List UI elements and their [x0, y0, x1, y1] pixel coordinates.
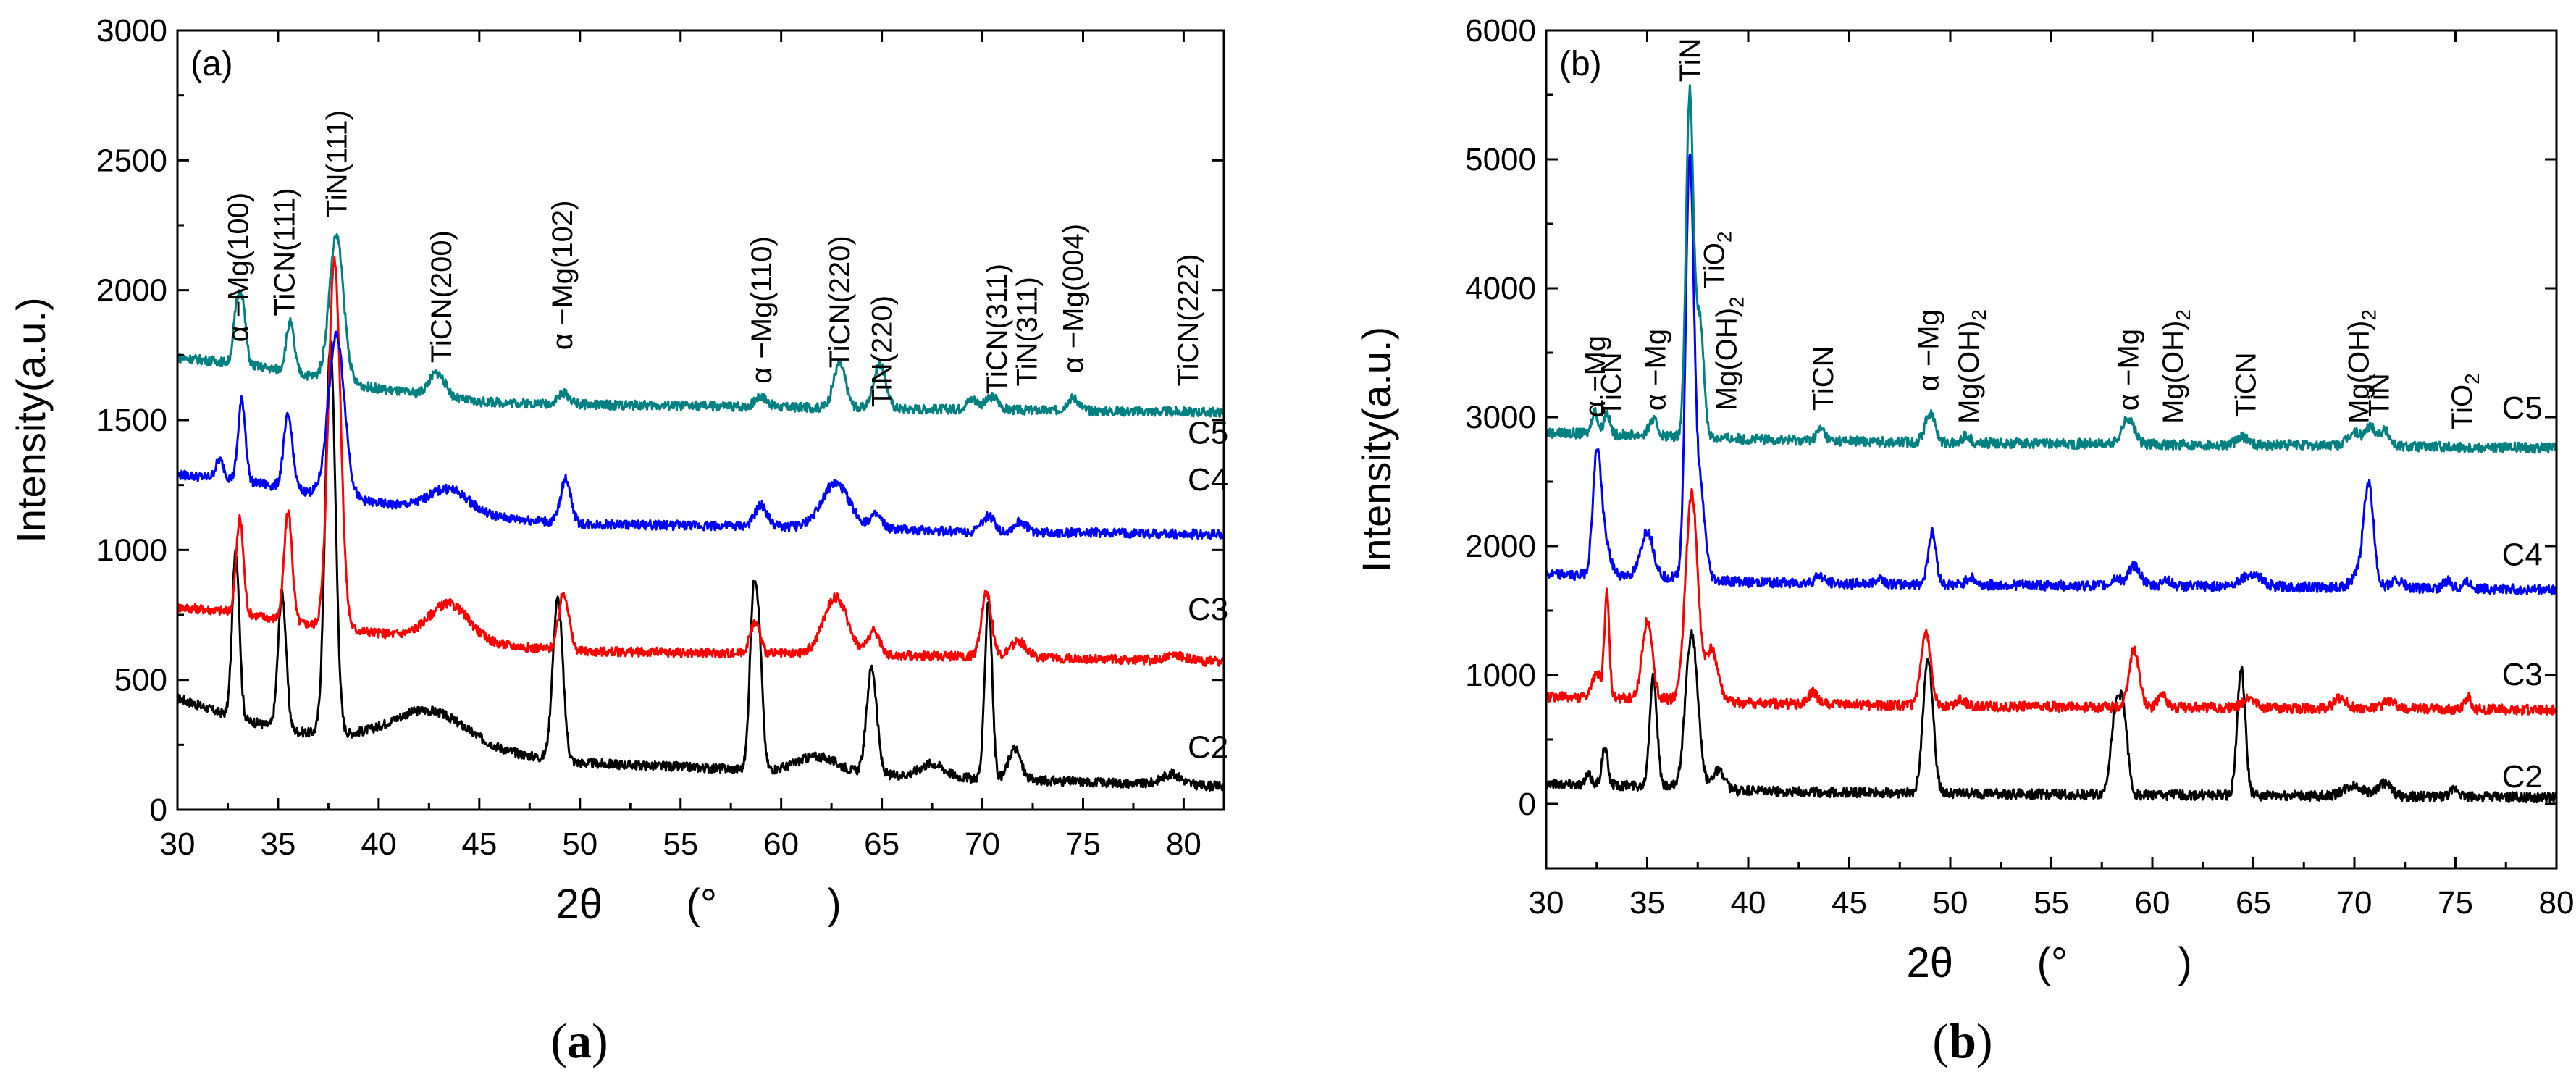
x-axis-unit-close-b: ): [2178, 939, 2192, 986]
y-tick-label-5000: 5000: [1465, 142, 1536, 177]
x-tick-label-50: 50: [1933, 885, 1968, 921]
peak-annotation-b-8: Mg(OH)2: [1953, 309, 1990, 424]
series-line-c5: [1546, 84, 2556, 454]
series-line-c3: [1546, 487, 2556, 716]
peak-annotation-b-11: TiCN: [2230, 352, 2262, 417]
series-line-c2: [1546, 629, 2556, 804]
y-tick-label-2000: 2000: [96, 273, 167, 309]
panel-b-chart: C2 C3 C4 C5 30 35 40 45 50 55 60 65 70 75 80 0 1000 2000 3…: [1354, 13, 2574, 986]
peak-annotation-b-2: α −Mg: [1640, 329, 1672, 411]
caption-b: (b): [1932, 1013, 1992, 1068]
panel-label-b: (b): [1559, 45, 1602, 83]
y-tick-label-2500: 2500: [96, 143, 167, 178]
x-tick-label-30: 30: [1529, 885, 1564, 921]
peak-annotation-b-5: Mg(OH)2: [1711, 296, 1748, 411]
x-tick-label-75: 75: [1065, 826, 1101, 862]
peak-annotation-b-4: TiO2: [1699, 231, 1736, 288]
y-tick-label-0: 0: [150, 792, 167, 828]
x-tick-label-30: 30: [160, 826, 196, 862]
series-label-c3: C3: [1188, 592, 1228, 627]
peak-annotation-b-6: TiCN: [1808, 345, 1839, 411]
x-tick-label-45: 45: [461, 826, 497, 862]
x-tick-label-45: 45: [1832, 885, 1867, 921]
plot-area-a: [177, 232, 1224, 792]
peak-annotation-b-1: TiCN: [1595, 352, 1627, 417]
peak-annotation-b-9: α −Mg: [2113, 329, 2145, 411]
series-line-c5: [177, 232, 1224, 418]
series-line-c3: [177, 256, 1224, 667]
caption-a: (a): [550, 1013, 608, 1068]
x-tick-label-80: 80: [1166, 826, 1201, 862]
series-label-c5: C5: [2502, 390, 2543, 426]
x-axis-unit-b: (°: [2037, 939, 2068, 986]
peak-annotation-b-0: α −Mg: [1579, 335, 1611, 417]
y-tick-label-2000: 2000: [1465, 529, 1536, 564]
x-axis-label-b: 2θ: [1907, 939, 1954, 986]
series-label-c2: C2: [1188, 729, 1228, 765]
x-tick-label-80: 80: [2539, 885, 2575, 921]
peak-annotation-b-12: Mg(OH)2: [2344, 309, 2380, 424]
x-axis-unit-close-a: ): [828, 881, 842, 928]
peak-annotation-b-10: Mg(OH)2: [2157, 309, 2194, 424]
peak-annotation-b-13: TiN: [2363, 373, 2395, 417]
x-tick-label-75: 75: [2438, 885, 2473, 921]
y-axis-label-a: Intensity(a.u.): [8, 297, 54, 542]
series-label-c4: C4: [1188, 462, 1228, 498]
x-tick-label-40: 40: [1731, 885, 1766, 921]
peak-annotation-a-11: TiCN(222): [1172, 253, 1204, 386]
x-tick-label-70: 70: [2337, 885, 2372, 921]
peak-annotation-a-9: TiN(311): [1012, 277, 1044, 386]
x-tick-label-50: 50: [562, 826, 597, 862]
x-tick-label-35: 35: [1629, 885, 1665, 921]
x-tick-label-55: 55: [2034, 885, 2069, 921]
peak-annotation-b-14: TiO2: [2446, 373, 2483, 430]
peak-annotation-a-8: TiCN(311): [981, 264, 1013, 394]
x-tick-label-60: 60: [2135, 885, 2170, 921]
y-tick-label-3000: 3000: [96, 13, 167, 49]
series-line-c2: [177, 340, 1224, 792]
peak-annotation-a-4: α −Mg(102): [547, 201, 579, 351]
x-tick-label-55: 55: [663, 826, 698, 862]
y-tick-label-4000: 4000: [1465, 271, 1536, 306]
x-tick-label-70: 70: [965, 826, 1000, 862]
y-tick-label-1000: 1000: [96, 532, 167, 568]
peak-annotation-a-10: α −Mg(004): [1058, 224, 1090, 374]
panel-label-a: (a): [190, 45, 233, 83]
peak-annotation-a-5: α −Mg(110): [746, 236, 778, 384]
y-tick-label-6000: 6000: [1465, 13, 1536, 49]
peak-annotation-a-0: α −Mg(100): [222, 193, 254, 343]
x-tick-label-65: 65: [2236, 885, 2271, 921]
peak-annotation-b-3: TiN: [1674, 38, 1706, 82]
y-tick-label-1000: 1000: [1465, 658, 1536, 693]
x-tick-label-35: 35: [260, 826, 295, 862]
y-tick-label-1500: 1500: [96, 403, 167, 438]
x-tick-label-65: 65: [864, 826, 899, 862]
y-axis-label-b: Intensity(a.u.): [1354, 327, 1399, 572]
y-tick-label-0: 0: [1519, 787, 1536, 822]
peak-annotation-b-7: α −Mg: [1913, 309, 1944, 391]
x-tick-label-40: 40: [361, 826, 396, 862]
peak-annotation-a-1: TiCN(111): [269, 188, 301, 316]
series-line-c4: [1546, 154, 2556, 596]
series-label-c2: C2: [2502, 759, 2543, 795]
y-tick-label-3000: 3000: [1465, 400, 1536, 435]
series-line-c4: [177, 330, 1224, 540]
x-axis-unit-a: (°: [687, 881, 718, 928]
peak-annotation-a-2: TiN(111): [322, 110, 353, 217]
series-label-c3: C3: [2502, 657, 2543, 692]
peak-annotation-a-3: TiCN(200): [426, 230, 458, 363]
x-axis-label-a: 2θ: [556, 881, 603, 928]
peak-annotation-a-6: TiCN(220): [824, 235, 856, 368]
y-tick-label-500: 500: [114, 663, 167, 698]
plot-area-b: [1546, 84, 2556, 804]
x-tick-label-60: 60: [763, 826, 799, 862]
peak-annotation-a-7: TiN(220): [867, 296, 899, 407]
series-label-c4: C4: [2502, 537, 2543, 573]
